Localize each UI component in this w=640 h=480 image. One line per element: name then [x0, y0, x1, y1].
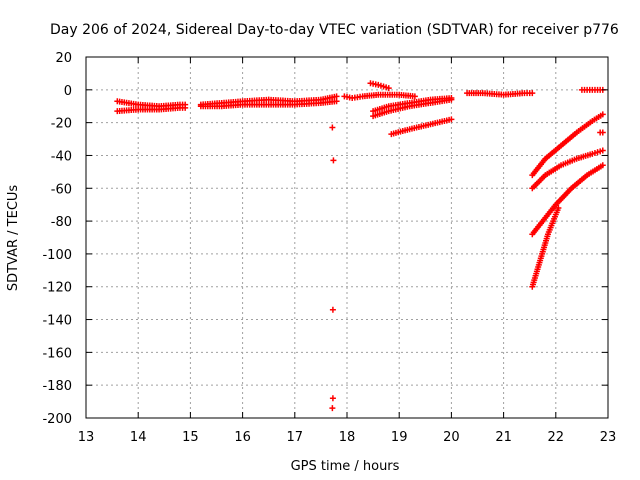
y-tick-label: -180	[42, 379, 72, 394]
data-point	[448, 116, 455, 123]
data-point	[448, 96, 455, 103]
data-point	[411, 93, 418, 100]
y-tick-label: -100	[42, 248, 72, 263]
x-tick-label: 19	[391, 430, 408, 445]
y-tick-label: -60	[51, 182, 72, 197]
y-tick-label: -140	[42, 314, 72, 329]
y-axis-label: SDTVAR / TECUs	[6, 185, 21, 292]
x-tick-label: 20	[443, 430, 460, 445]
ticks	[85, 56, 609, 419]
x-tick-label: 21	[495, 430, 512, 445]
data-point	[599, 111, 606, 118]
data-point	[329, 395, 336, 402]
x-axis-label: GPS time / hours	[291, 459, 400, 474]
y-tick-label: -40	[51, 149, 72, 164]
x-tick-label: 22	[548, 430, 565, 445]
x-tick-label: 14	[130, 430, 147, 445]
data-point	[599, 129, 606, 136]
y-tick-label: -80	[51, 215, 72, 230]
y-tick-label: 0	[64, 84, 72, 99]
data-point	[333, 98, 340, 105]
data-point	[329, 124, 336, 131]
data-point	[385, 85, 392, 92]
x-tick-label: 17	[287, 430, 304, 445]
x-tick-label: 13	[78, 430, 95, 445]
data-point	[529, 90, 536, 97]
y-tick-label: 20	[55, 51, 72, 66]
y-tick-label: -160	[42, 346, 72, 361]
x-tick-label: 16	[234, 430, 251, 445]
y-tick-label: -20	[51, 117, 72, 132]
data-point	[555, 204, 562, 211]
data-point	[329, 306, 336, 313]
x-tick-label: 23	[600, 430, 617, 445]
data-point	[599, 162, 606, 169]
data-point	[182, 104, 189, 111]
data-points	[114, 80, 606, 412]
grid	[86, 57, 608, 418]
chart-title: Day 206 of 2024, Sidereal Day-to-day VTE…	[50, 22, 619, 38]
x-tick-label: 18	[339, 430, 356, 445]
data-point	[599, 147, 606, 154]
data-point	[330, 157, 337, 164]
y-tick-label: -120	[42, 281, 72, 296]
data-point	[329, 405, 336, 412]
x-tick-labels: 13 14 15 16 17 18 19 20 21 22 23	[78, 430, 617, 445]
y-tick-label: -200	[42, 412, 72, 427]
y-tick-labels: 20 0 -20 -40 -60 -80 -100 -120 -140 -160 -180 -200	[42, 51, 72, 427]
x-tick-label: 15	[182, 430, 199, 445]
